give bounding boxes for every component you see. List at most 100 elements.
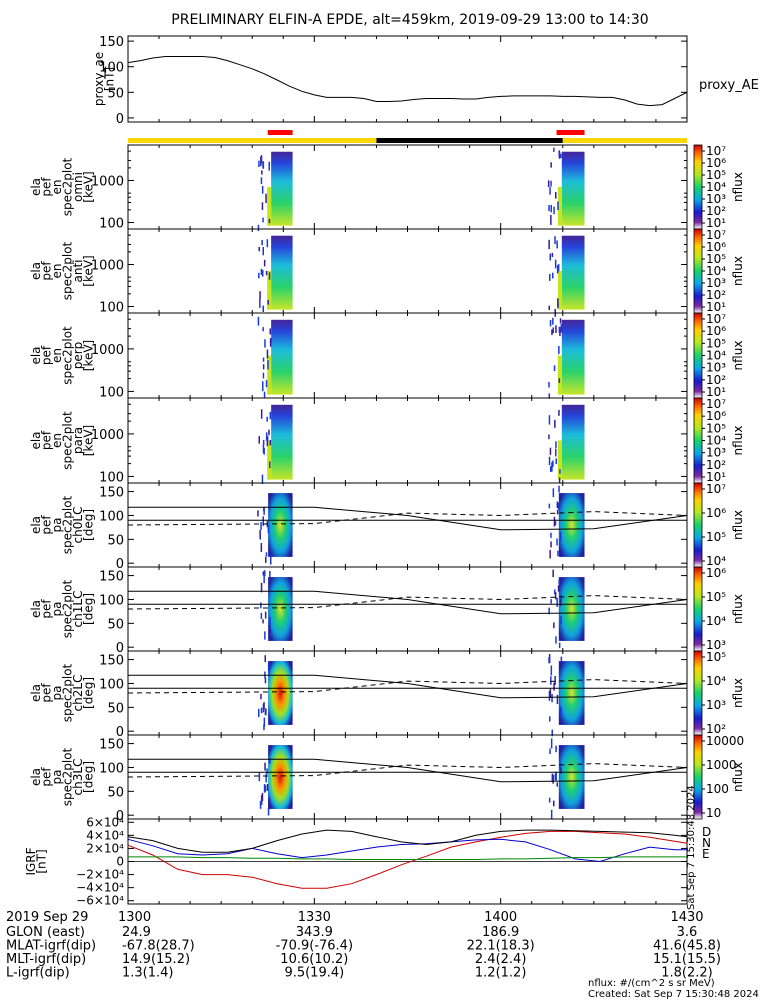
sparse-pixel <box>259 800 262 809</box>
igrf-line-n <box>127 838 687 863</box>
colorbar-tick-label: 10⁵ <box>706 530 726 544</box>
sparse-pixel <box>261 239 263 246</box>
energy-spectrum-edge <box>267 440 272 480</box>
sparse-pixel <box>263 717 266 727</box>
sparse-pixel <box>257 510 259 517</box>
y-axis-label-line: pa <box>50 602 64 617</box>
sparse-pixel <box>267 299 269 305</box>
colorbar-tick-label: 10⁴ <box>706 264 726 278</box>
colorbar-tick-label: 10⁵ <box>706 650 726 664</box>
row-value: 1.2(1.2) <box>475 966 527 981</box>
y-axis-label-line: ela <box>29 346 43 364</box>
row-value: 186.9 <box>482 925 519 940</box>
y-tick-label: 100 <box>99 677 124 692</box>
energy-spectrum-block <box>271 151 293 226</box>
proxy-ae-panel: 150 100 50 0 proxy_ae[nT] proxy_AE <box>92 35 759 127</box>
row-value: 3.6 <box>677 925 698 940</box>
y-axis-label: proxy_ae[nT] <box>92 52 117 106</box>
colorbar-tick-label: 10⁵ <box>706 590 726 604</box>
sparse-pixel <box>260 543 263 552</box>
sparse-pixel <box>260 582 263 593</box>
pitch-angle-block <box>268 493 293 557</box>
sparse-pixel <box>269 616 271 626</box>
y-tick-label: 150 <box>99 738 124 753</box>
sparse-pixel <box>265 193 267 203</box>
energy-spectrum-edge <box>557 271 562 310</box>
sparse-pixel <box>266 768 268 775</box>
sparse-pixel <box>553 516 556 527</box>
sparse-pixel <box>547 180 550 188</box>
sparse-pixel <box>560 323 563 333</box>
colorbar-tick-label: 10⁴ <box>706 180 726 194</box>
row-value: 1.8(2.2) <box>661 966 713 981</box>
sparse-pixel <box>560 153 562 158</box>
colorbar-tick-label: 1000 <box>706 758 737 772</box>
sparse-pixel <box>556 240 558 249</box>
colorbar-tick-label: 10⁴ <box>706 554 726 568</box>
sparse-pixel <box>558 346 560 355</box>
proxy-ae-line <box>127 56 688 107</box>
sparse-pixel <box>261 792 264 802</box>
colorbar-tick-label: 10⁷ <box>706 144 726 158</box>
y-axis-label-line: proxy_ae <box>92 52 106 106</box>
sparse-pixel <box>548 456 551 466</box>
x-tick-label: 1430 <box>670 910 703 925</box>
energy-spectrum-block <box>561 151 585 226</box>
row-value: 2.4(2.4) <box>475 952 527 967</box>
sparse-pixel <box>555 636 557 644</box>
sparse-pixel <box>263 259 266 267</box>
row-value: 1.3(1.4) <box>122 966 174 981</box>
energy-spectrum-edge <box>557 355 562 395</box>
y-axis-label-line: [nT] <box>102 67 116 91</box>
sparse-pixel <box>560 656 563 663</box>
colorbar-tick-label: 10⁷ <box>706 312 726 326</box>
sparse-pixel <box>262 269 264 277</box>
colorbar-tick-label: 10² <box>706 288 726 302</box>
spectrogram-panel: 1001000elapefenspec2plotomni[keV]10⁷10⁶1… <box>29 144 745 231</box>
colorbar <box>693 482 703 568</box>
colorbar-tick-label: 10⁶ <box>706 324 726 338</box>
sparse-pixel <box>553 800 555 807</box>
sparse-pixel <box>551 693 553 703</box>
science-zone-marker <box>556 130 585 135</box>
row-value: -70.9(-76.4) <box>276 939 353 954</box>
sparse-pixel <box>267 808 270 816</box>
sparse-pixel <box>269 411 272 420</box>
sparse-pixel <box>550 738 553 749</box>
colorbar-tick-label: 10⁶ <box>706 409 726 423</box>
y-axis-label-line: spec2plot <box>60 326 74 385</box>
sparse-pixel <box>259 529 261 538</box>
spectrogram-panel: 1001000elapefenspec2plotanti[keV]10⁷10⁶1… <box>29 228 745 317</box>
colorbar-tick-label: 10⁵ <box>706 336 726 350</box>
x-axis-annotations: 2019 Sep 29 1300 1330 1400 1430 GLON (east) 24… <box>6 910 721 981</box>
legend-entry: D <box>702 825 711 839</box>
colorbar-label: nflux <box>731 172 745 202</box>
sparse-pixel <box>554 589 556 595</box>
dashed-alc-curve <box>127 763 688 778</box>
sparse-pixel <box>262 571 265 576</box>
sparse-pixel <box>260 268 263 275</box>
status-segment-yellow <box>562 138 687 143</box>
sparse-pixel <box>559 318 562 324</box>
sparse-pixel <box>558 378 561 383</box>
y-axis-label-line: ch0LC <box>71 507 85 544</box>
sparse-pixel <box>260 177 263 184</box>
y-axis-label-line: pef <box>39 515 53 535</box>
sparse-pixel <box>551 773 554 782</box>
igrf-line-total <box>127 829 688 853</box>
y-axis-label-line: [keV] <box>81 340 95 371</box>
colorbar-tick-label: 10⁵ <box>706 421 726 435</box>
sparse-pixel <box>557 550 559 557</box>
y-axis-label-line: [keV] <box>81 171 95 202</box>
colorbar-label: nflux <box>731 510 745 540</box>
sparse-pixel <box>557 585 560 592</box>
sparse-pixel <box>558 326 561 333</box>
date-label: 2019 Sep 29 <box>6 910 88 925</box>
sparse-pixel <box>262 444 265 454</box>
status-segment-yellow <box>128 138 377 143</box>
y-axis-label-line: pa <box>50 518 64 533</box>
